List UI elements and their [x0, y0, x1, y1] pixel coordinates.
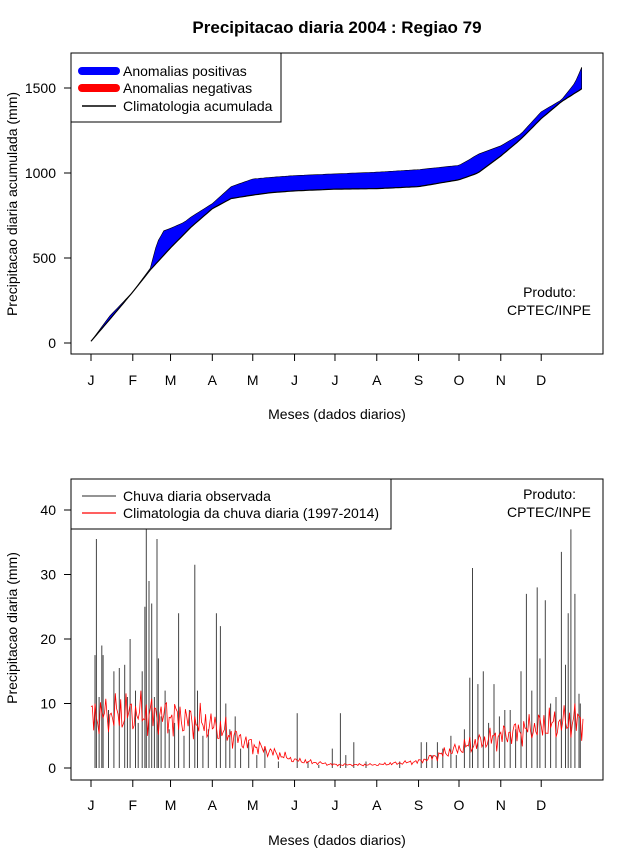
top-x-tick-label: F	[129, 372, 138, 388]
bottom-y-tick-label: 40	[40, 502, 56, 518]
bottom-x-tick-label: N	[496, 797, 506, 813]
top-y-axis: 0 500 1000 1500	[25, 80, 71, 351]
legend-label-positive: Anomalias positivas	[123, 63, 247, 79]
top-x-axis-label: Meses (dados diarios)	[268, 406, 406, 422]
top-plot-frame	[70, 52, 604, 355]
top-x-tick-label: M	[165, 372, 177, 388]
figure-title: Precipitacao diaria 2004 : Regiao 79	[192, 18, 481, 37]
bottom-y-axis: 0 10 20 30 40	[40, 502, 71, 776]
top-y-axis-label: Precipitacao diaria acumulada (mm)	[4, 92, 20, 316]
climatology-cumulative-line	[90, 88, 583, 342]
bottom-product-label: Produto:	[523, 486, 576, 502]
bottom-x-tick-label: F	[129, 797, 138, 813]
top-x-tick-label: O	[454, 372, 465, 388]
bottom-x-tick-label: D	[536, 797, 546, 813]
bottom-x-tick-label: J	[88, 797, 95, 813]
bottom-x-tick-label: J	[331, 797, 338, 813]
top-y-tick-label: 1000	[25, 165, 56, 181]
bottom-x-axis-label: Meses (dados diarios)	[268, 832, 406, 848]
bottom-x-tick-label: M	[165, 797, 177, 813]
bottom-x-tick-label: O	[454, 797, 465, 813]
bottom-x-tick-label: M	[247, 797, 259, 813]
top-x-tick-label: M	[247, 372, 259, 388]
bottom-product-source: CPTEC/INPE	[507, 504, 591, 520]
daily-panel: 0 10 20 30 40 J F M A M J J A S O N D Precipitacao diar…	[4, 478, 604, 848]
bottom-y-axis-label: Precipitacao diaria (mm)	[4, 552, 20, 704]
top-x-tick-label: S	[414, 372, 423, 388]
bottom-x-tick-label: A	[372, 797, 382, 813]
bottom-x-tick-label: J	[291, 797, 298, 813]
cumulative-anomaly-area	[90, 67, 583, 342]
top-x-tick-label: J	[291, 372, 298, 388]
bottom-legend: Chuva diaria observada Climatologia da c…	[70, 478, 392, 530]
top-x-tick-label: J	[331, 372, 338, 388]
top-y-tick-label: 1500	[25, 80, 56, 96]
bottom-y-tick-label: 10	[40, 696, 56, 712]
top-x-tick-label: N	[496, 372, 506, 388]
top-product-label: Produto:	[523, 284, 576, 300]
top-x-tick-label: J	[88, 372, 95, 388]
top-x-tick-label: A	[372, 372, 382, 388]
legend-label-climatology: Climatologia acumulada	[123, 98, 273, 114]
top-product-source: CPTEC/INPE	[507, 302, 591, 318]
legend-label-daily-climatology: Climatologia da chuva diaria (1997-2014)	[123, 505, 379, 521]
climatology-daily-line	[90, 690, 584, 767]
bottom-y-tick-label: 0	[48, 760, 56, 776]
cumulative-panel: 0 500 1000 1500 J F M A M J J A S O N D Precipitacao d…	[4, 52, 604, 422]
top-legend: Anomalias positivas Anomalias negativas …	[70, 52, 282, 123]
bottom-x-tick-label: A	[208, 797, 218, 813]
bottom-legend-box	[70, 478, 392, 530]
legend-label-negative: Anomalias negativas	[123, 80, 252, 96]
legend-label-observed: Chuva diaria observada	[123, 488, 271, 504]
top-y-tick-label: 500	[33, 250, 57, 266]
top-x-tick-label: A	[208, 372, 218, 388]
bottom-y-tick-label: 30	[40, 567, 56, 583]
bottom-y-tick-label: 20	[40, 631, 56, 647]
climatology-daily-path	[90, 690, 584, 767]
top-y-tick-label: 0	[48, 335, 56, 351]
bottom-x-tick-label: S	[414, 797, 423, 813]
top-x-tick-label: D	[536, 372, 546, 388]
